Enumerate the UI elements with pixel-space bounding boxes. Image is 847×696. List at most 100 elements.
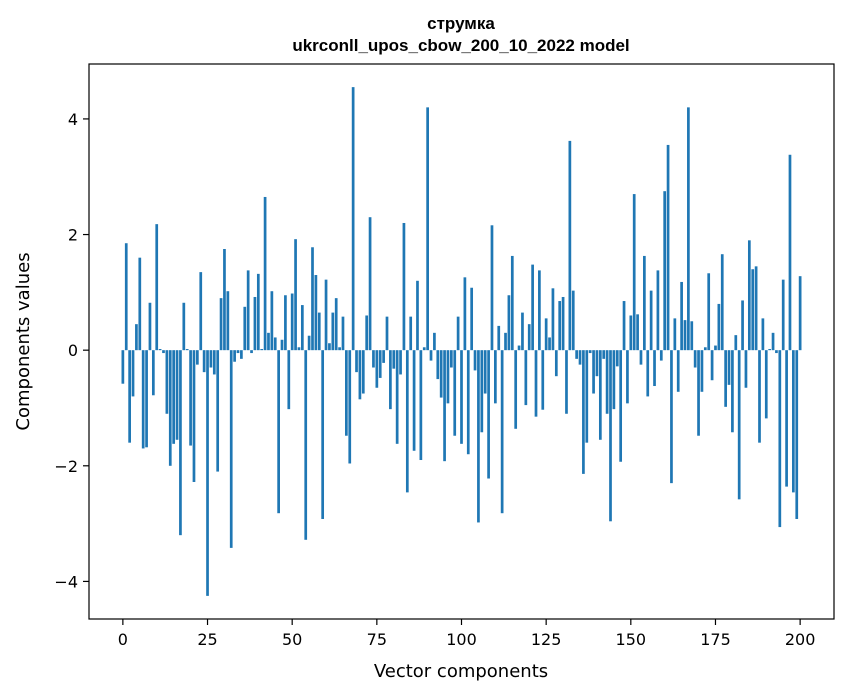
bar-64	[338, 347, 341, 351]
bar-127	[551, 288, 555, 351]
bar-120	[527, 324, 531, 351]
x-axis-ticks: 0 25 50 75 100 125 150 175 200	[118, 619, 815, 649]
bar-21	[192, 350, 196, 482]
bar-81	[395, 350, 399, 444]
bar-184	[744, 350, 748, 388]
bar-15	[172, 350, 176, 444]
bar-11	[158, 349, 162, 351]
bar-173	[707, 273, 711, 351]
bar-125	[544, 318, 548, 351]
bar-52	[297, 347, 301, 351]
x-tick-label: 175	[700, 630, 731, 649]
bar-154	[643, 255, 646, 351]
bar-171	[700, 350, 704, 392]
bar-19	[185, 349, 189, 351]
bar-147	[619, 350, 623, 462]
bar-36	[243, 306, 247, 351]
bar-200	[798, 276, 802, 351]
bar-56	[311, 247, 314, 351]
bar-90	[426, 107, 429, 351]
bar-39	[253, 296, 257, 351]
chart-title: струмка	[427, 14, 495, 33]
bar-193	[775, 350, 778, 354]
bar-195	[781, 279, 785, 351]
bar-65	[341, 316, 345, 351]
bar-9	[151, 350, 155, 396]
y-axis-ticks: −4 −2 0 2 4	[54, 110, 89, 591]
bar-126	[548, 337, 551, 351]
bar-194	[778, 350, 782, 528]
bar-59	[321, 350, 325, 519]
bar-190	[764, 350, 768, 419]
bar-112	[500, 350, 504, 514]
bar-181	[734, 335, 738, 351]
bar-74	[372, 350, 375, 368]
bar-113	[504, 332, 507, 351]
bar-20	[189, 350, 192, 446]
bar-142	[602, 350, 606, 359]
chart-subtitle: ukrconll_upos_cbow_200_10_2022 model	[292, 36, 629, 55]
bar-17	[179, 350, 182, 536]
bar-33	[233, 350, 236, 362]
bar-58	[317, 312, 321, 351]
bar-35	[240, 350, 243, 359]
bar-13	[165, 350, 169, 414]
x-tick-label: 0	[118, 630, 128, 649]
bar-101	[463, 277, 467, 351]
bar-97	[449, 350, 453, 368]
bar-160	[663, 191, 667, 351]
bar-60	[324, 279, 328, 351]
bar-42	[263, 196, 267, 351]
bar-94	[439, 350, 443, 398]
bar-128	[554, 350, 558, 377]
bar-151	[632, 194, 636, 351]
bar-197	[788, 154, 792, 351]
bar-199	[795, 350, 799, 519]
bar-7	[145, 350, 148, 448]
bar-153	[639, 350, 643, 365]
bar-54	[304, 350, 308, 540]
bar-191	[768, 349, 772, 351]
bar-117	[517, 345, 521, 351]
bar-71	[361, 350, 365, 394]
bar-5	[138, 257, 142, 351]
bar-41	[260, 349, 264, 351]
bar-62	[331, 312, 335, 351]
bar-72	[365, 315, 369, 351]
y-axis-label: Components values	[13, 252, 34, 430]
x-tick-label: 100	[446, 630, 477, 649]
bar-92	[433, 332, 436, 351]
bars-group	[121, 87, 802, 596]
bar-187	[754, 266, 758, 351]
bar-44	[270, 291, 274, 351]
bar-198	[792, 350, 795, 493]
bar-158	[656, 270, 660, 351]
x-tick-label: 25	[197, 630, 217, 649]
bar-137	[585, 350, 589, 443]
y-tick-label: 2	[68, 226, 78, 245]
bar-3	[131, 350, 135, 397]
bar-149	[626, 350, 629, 404]
bar-49	[287, 350, 291, 410]
bar-163	[673, 318, 677, 351]
bar-53	[300, 305, 304, 351]
bar-87	[416, 280, 419, 351]
bar-186	[751, 269, 755, 351]
bar-162	[670, 350, 673, 484]
bar-83	[402, 222, 406, 351]
bar-118	[521, 312, 524, 351]
x-tick-label: 125	[531, 630, 562, 649]
bar-89	[422, 347, 426, 351]
bar-146	[615, 350, 619, 367]
bar-82	[399, 350, 402, 375]
bar-6	[141, 350, 145, 449]
x-tick-label: 150	[616, 630, 647, 649]
bar-25	[206, 350, 209, 596]
bar-26	[209, 350, 213, 368]
bar-75	[375, 350, 379, 388]
bar-123	[538, 270, 541, 351]
bar-55	[307, 335, 311, 351]
bar-0	[121, 350, 125, 384]
y-tick-label: 0	[68, 341, 78, 360]
